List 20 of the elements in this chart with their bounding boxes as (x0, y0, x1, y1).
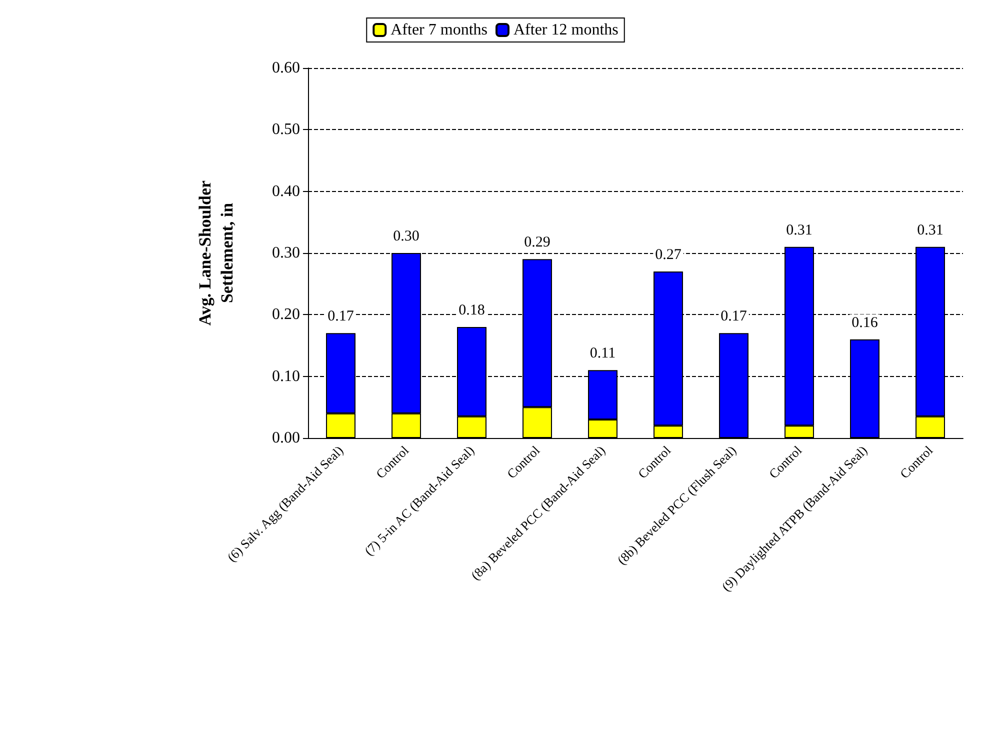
y-tick-label: 0.50 (272, 121, 300, 138)
total-label: 0.18 (458, 302, 485, 318)
total-label: 0.29 (524, 234, 550, 251)
total-label: 0.16 (852, 314, 878, 331)
total-label: 0.17 (720, 308, 748, 325)
legend-label: After 12 months (514, 22, 618, 38)
y-tick-label: 0.40 (272, 182, 300, 200)
total-label: 0.31 (917, 222, 944, 238)
total-label: 0.17 (328, 308, 354, 325)
total-label: 0.31 (786, 222, 812, 238)
y-tick-label: 0.20 (272, 306, 300, 324)
y-tick-label: 0.30 (272, 244, 300, 262)
total-label: 0.27 (655, 247, 682, 263)
legend-label: After 7 months (390, 22, 488, 38)
total-label: 0.11 (590, 346, 616, 362)
total-label: 0.30 (393, 228, 420, 244)
y-tick-label: 0.00 (272, 430, 300, 446)
y-tick-label: 0.10 (272, 368, 300, 385)
y-tick-label: 0.60 (272, 60, 300, 76)
y-axis-title: Avg. Lane-Shoulder Settlement, in (196, 180, 236, 326)
